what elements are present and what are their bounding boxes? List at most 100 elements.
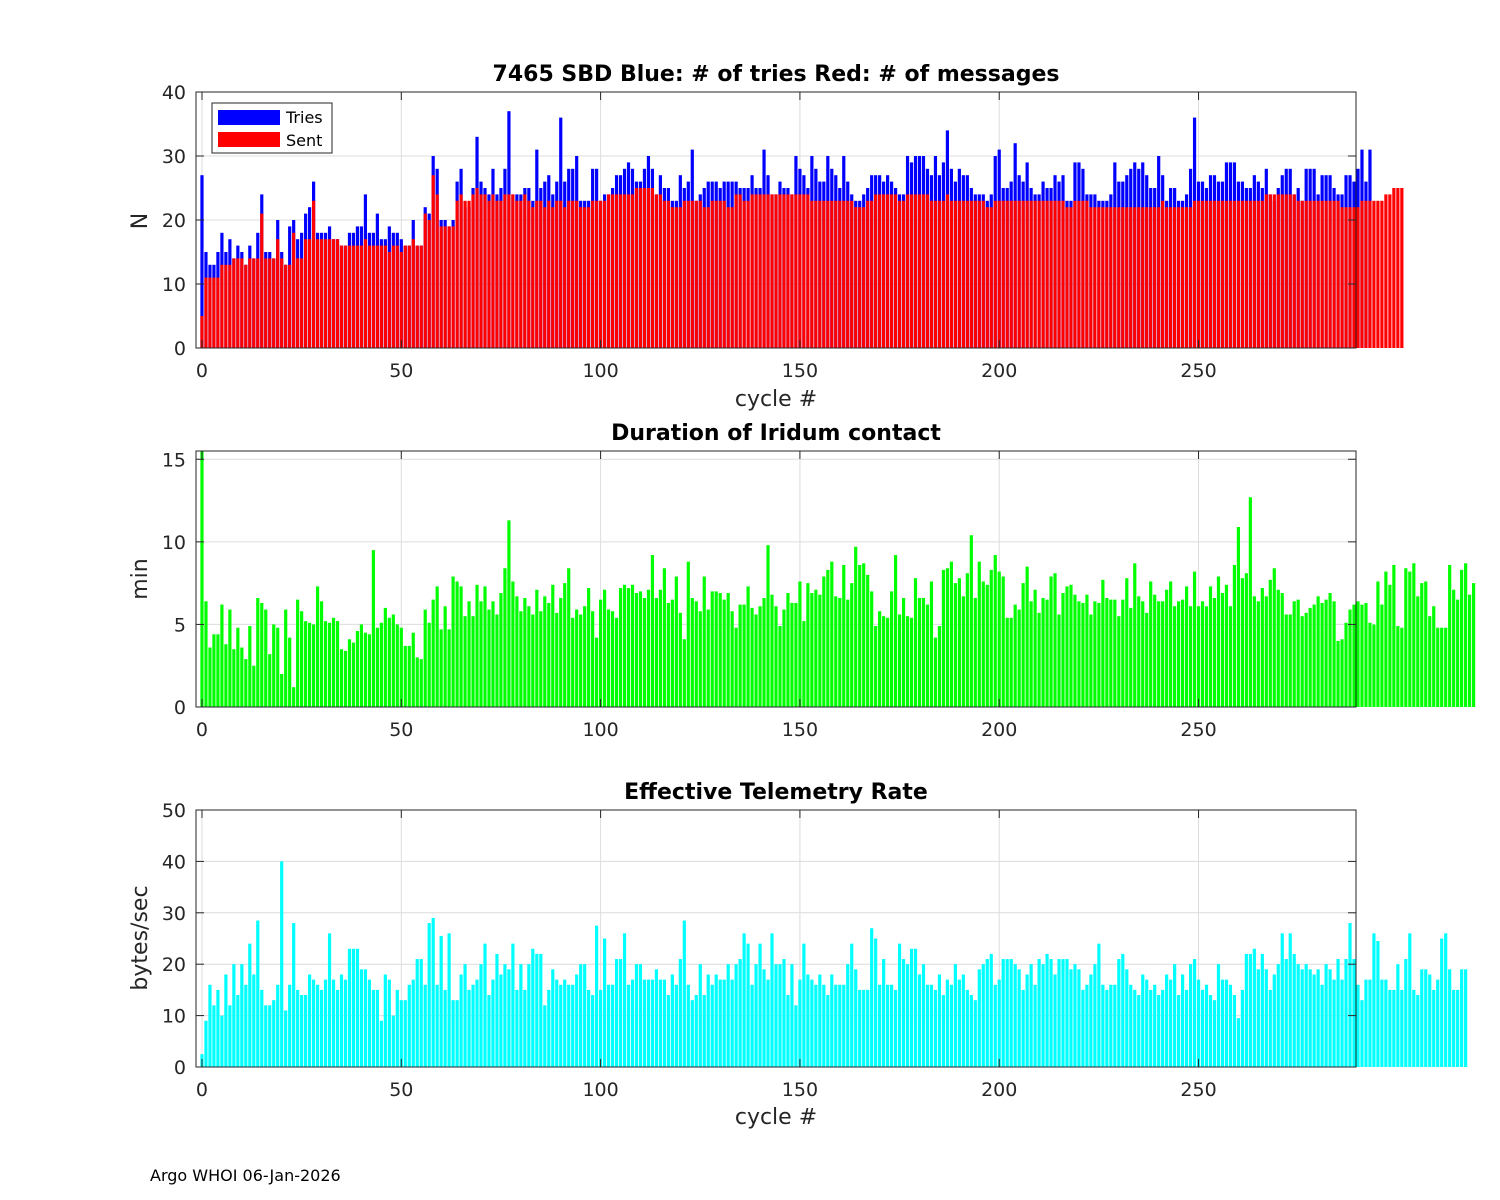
bar-sent <box>551 207 555 348</box>
bar-rate <box>1464 969 1468 1067</box>
bar-rate <box>1196 979 1201 1067</box>
bar-duration <box>1165 589 1169 707</box>
bar-duration <box>1037 612 1041 707</box>
bar-sent <box>977 200 981 348</box>
bar-sent <box>1045 200 1049 348</box>
bar-duration <box>718 593 722 707</box>
panel-3-ticks: 0 50 100 150 200 250 0 10 20 30 40 50 <box>162 800 1356 1101</box>
bar-duration <box>339 649 344 707</box>
bar-rate <box>818 974 822 1067</box>
bar-sent <box>212 277 216 348</box>
bar-duration <box>714 591 718 707</box>
bar-duration <box>1316 596 1320 707</box>
bar-rate <box>1200 989 1205 1067</box>
bar-sent <box>491 194 495 348</box>
bar-duration <box>1436 627 1440 707</box>
bar-sent <box>650 188 655 348</box>
bar-duration <box>487 609 491 707</box>
bar-sent <box>260 213 264 348</box>
bar-rate <box>367 979 371 1067</box>
bar-rate <box>539 953 543 1067</box>
bar-duration <box>1200 601 1205 707</box>
bar-rate <box>654 969 659 1067</box>
bar-sent <box>945 194 949 348</box>
bar-duration <box>427 622 431 707</box>
bar-sent <box>961 200 965 348</box>
bar-sent <box>375 245 379 348</box>
x-tick-label: 50 <box>389 1079 413 1101</box>
bar-duration <box>842 564 846 707</box>
bar-duration <box>730 611 734 707</box>
bar-sent <box>626 194 631 348</box>
bar-duration <box>260 602 264 707</box>
bar-sent <box>495 200 499 348</box>
bar-sent <box>1208 200 1213 348</box>
bar-rate <box>1308 969 1312 1067</box>
bar-duration <box>738 604 742 707</box>
bar-rate <box>276 984 280 1067</box>
bar-duration <box>985 584 989 707</box>
bar-duration <box>1137 596 1141 707</box>
bar-sent <box>1192 200 1197 348</box>
bar-rate <box>814 984 818 1067</box>
bar-rate <box>583 964 587 1067</box>
bar-duration <box>383 607 387 707</box>
bar-sent <box>236 258 240 348</box>
bar-duration <box>1472 583 1476 707</box>
bar-duration <box>403 645 407 707</box>
bar-rate <box>1053 974 1057 1067</box>
bar-duration <box>790 602 794 707</box>
bar-duration <box>1013 604 1017 707</box>
bar-sent <box>1400 188 1404 348</box>
bar-rate <box>1236 1018 1240 1067</box>
bar-sent <box>455 200 459 348</box>
bar-rate <box>862 989 866 1067</box>
legend-label-tries: Tries <box>285 108 323 127</box>
bar-sent <box>527 200 531 348</box>
panel-2-axes-box <box>195 450 1357 708</box>
bar-rate <box>575 974 579 1067</box>
bar-duration <box>1260 588 1264 707</box>
bar-rate <box>1121 953 1125 1067</box>
bar-sent <box>670 207 674 348</box>
bar-rate <box>232 964 236 1067</box>
bar-rate <box>758 943 762 1067</box>
bar-sent <box>1169 207 1173 348</box>
bar-rate <box>395 989 399 1067</box>
bar-rate <box>1328 969 1332 1067</box>
bar-rate <box>1380 979 1384 1067</box>
bar-duration <box>1129 607 1133 707</box>
bar-duration <box>559 597 563 707</box>
bar-duration <box>1021 583 1025 707</box>
bar-duration <box>1280 593 1284 707</box>
bar-duration <box>479 601 483 707</box>
bar-duration <box>467 601 471 707</box>
bar-duration <box>838 597 842 707</box>
bar-sent <box>1033 200 1037 348</box>
bar-duration <box>766 545 770 707</box>
bar-rate <box>702 995 706 1067</box>
bar-rate <box>1117 959 1121 1067</box>
bar-duration <box>292 687 296 707</box>
bar-duration <box>953 583 957 707</box>
bar-rate <box>1440 938 1444 1067</box>
bar-sent <box>674 207 678 348</box>
bar-rate <box>1049 959 1053 1067</box>
bar-rate <box>610 984 615 1067</box>
bar-sent <box>347 245 352 348</box>
bar-duration <box>1045 599 1049 707</box>
bar-sent <box>224 264 228 348</box>
bar-rate <box>638 964 643 1067</box>
x-tick-label: 250 <box>1180 719 1216 741</box>
bar-duration <box>1145 612 1149 707</box>
bar-sent <box>415 245 419 348</box>
bar-rate <box>1348 923 1352 1067</box>
bar-sent <box>1372 200 1376 348</box>
bar-sent <box>1260 200 1264 348</box>
bar-rate <box>1017 969 1021 1067</box>
bar-sent <box>1212 200 1217 348</box>
y-tick-label: 40 <box>162 82 186 104</box>
bar-sent <box>1049 200 1053 348</box>
bar-duration <box>1288 614 1292 707</box>
bar-rate <box>1376 941 1380 1067</box>
